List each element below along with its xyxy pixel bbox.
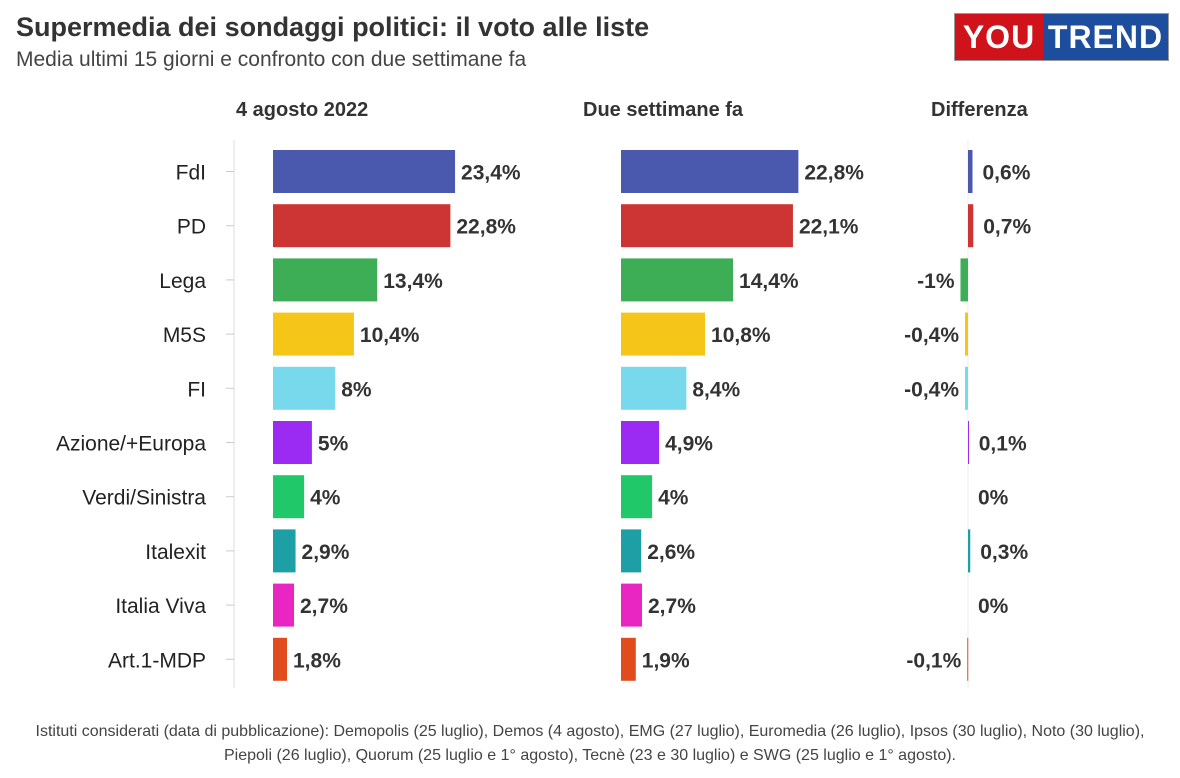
bar-diff-lega bbox=[960, 258, 968, 302]
value-label-current-fdi: 23,4% bbox=[461, 162, 521, 185]
value-label-current-art-1-mdp: 1,8% bbox=[293, 649, 341, 672]
youtrend-logo: YOU TREND bbox=[954, 13, 1169, 61]
value-label-diff-italexit: 0,3% bbox=[980, 541, 1028, 564]
category-label-art-1-mdp: Art.1-MDP bbox=[108, 649, 206, 672]
bar-current-fdi bbox=[273, 150, 456, 193]
category-label-m5s: M5S bbox=[163, 324, 206, 347]
category-label-lega: Lega bbox=[159, 270, 206, 293]
bar-diff-fdi bbox=[968, 150, 973, 193]
value-label-current-azione-europa: 5% bbox=[318, 433, 349, 456]
column-header-diff: Differenza bbox=[931, 99, 1028, 121]
value-label-current-fi: 8% bbox=[341, 378, 372, 401]
value-label-current-m5s: 10,4% bbox=[360, 324, 420, 347]
category-label-pd: PD bbox=[177, 216, 206, 239]
bar-current-m5s bbox=[273, 312, 354, 356]
value-label-previous-fdi: 22,8% bbox=[804, 162, 864, 185]
category-label-azione-europa: Azione/+Europa bbox=[56, 433, 206, 456]
category-label-fdi: FdI bbox=[176, 162, 206, 185]
bar-previous-fdi bbox=[621, 150, 799, 193]
value-label-current-verdi-sinistra: 4% bbox=[310, 487, 341, 510]
value-label-previous-lega: 14,4% bbox=[739, 270, 799, 293]
value-label-diff-lega: -1% bbox=[917, 270, 955, 293]
value-label-current-italexit: 2,9% bbox=[302, 541, 350, 564]
bar-previous-lega bbox=[621, 258, 734, 302]
footnote: Istituti considerati (data di pubblicazi… bbox=[35, 723, 1145, 764]
category-label-fi: FI bbox=[187, 378, 206, 401]
bar-diff-pd bbox=[968, 204, 974, 248]
value-label-diff-azione-europa: 0,1% bbox=[979, 433, 1027, 456]
bar-current-art-1-mdp bbox=[273, 637, 288, 681]
bar-diff-m5s bbox=[965, 312, 968, 356]
column-header-current: 4 agosto 2022 bbox=[236, 99, 369, 121]
bar-current-azione-europa bbox=[273, 421, 312, 464]
value-label-previous-m5s: 10,8% bbox=[711, 324, 771, 347]
value-label-previous-italexit: 2,6% bbox=[647, 541, 695, 564]
value-label-current-pd: 22,8% bbox=[456, 216, 516, 239]
bar-previous-italia-viva bbox=[621, 583, 643, 627]
value-label-current-italia-viva: 2,7% bbox=[300, 595, 348, 618]
value-label-diff-fi: -0,4% bbox=[904, 378, 959, 401]
logo-trend: TREND bbox=[1043, 14, 1168, 60]
value-label-current-lega: 13,4% bbox=[383, 270, 443, 293]
value-label-previous-verdi-sinistra: 4% bbox=[658, 487, 689, 510]
category-label-italia-viva: Italia Viva bbox=[115, 595, 206, 618]
bar-previous-art-1-mdp bbox=[621, 637, 636, 681]
bar-previous-italexit bbox=[621, 529, 642, 573]
bar-current-verdi-sinistra bbox=[273, 475, 305, 519]
category-label-italexit: Italexit bbox=[145, 541, 206, 564]
value-label-previous-fi: 8,4% bbox=[692, 378, 740, 401]
bar-previous-verdi-sinistra bbox=[621, 475, 653, 519]
bar-current-pd bbox=[273, 204, 451, 248]
bar-current-fi bbox=[273, 366, 336, 410]
column-header-previous: Due settimane fa bbox=[583, 99, 744, 121]
chart-title: Supermedia dei sondaggi politici: il vot… bbox=[16, 12, 650, 42]
bar-current-lega bbox=[273, 258, 378, 302]
value-label-previous-art-1-mdp: 1,9% bbox=[642, 649, 690, 672]
value-label-diff-pd: 0,7% bbox=[983, 216, 1031, 239]
category-label-verdi-sinistra: Verdi/Sinistra bbox=[82, 487, 206, 510]
bar-previous-pd bbox=[621, 204, 793, 248]
bar-diff-fi bbox=[965, 366, 968, 410]
bar-diff-art-1-mdp bbox=[967, 637, 969, 681]
value-label-diff-italia-viva: 0% bbox=[978, 595, 1009, 618]
bar-previous-fi bbox=[621, 366, 687, 410]
logo-you: YOU bbox=[955, 14, 1043, 60]
value-label-diff-fdi: 0,6% bbox=[983, 162, 1031, 185]
bar-diff-azione-europa bbox=[968, 421, 969, 464]
value-label-diff-m5s: -0,4% bbox=[904, 324, 959, 347]
bar-diff-italexit bbox=[968, 529, 971, 573]
value-label-diff-verdi-sinistra: 0% bbox=[978, 487, 1009, 510]
bar-previous-m5s bbox=[621, 312, 706, 356]
value-label-previous-pd: 22,1% bbox=[799, 216, 859, 239]
bar-current-italexit bbox=[273, 529, 296, 573]
value-label-previous-italia-viva: 2,7% bbox=[648, 595, 696, 618]
value-label-previous-azione-europa: 4,9% bbox=[665, 433, 713, 456]
chart-subtitle: Media ultimi 15 giorni e confronto con d… bbox=[16, 48, 527, 71]
bar-previous-azione-europa bbox=[621, 421, 660, 464]
bar-current-italia-viva bbox=[273, 583, 295, 627]
bar-chart: FdI 23,4% 22,8% 0,6% PD 22,8% 22,1% 0,7% Lega 13,… bbox=[56, 140, 1031, 688]
value-label-diff-art-1-mdp: -0,1% bbox=[906, 649, 961, 672]
